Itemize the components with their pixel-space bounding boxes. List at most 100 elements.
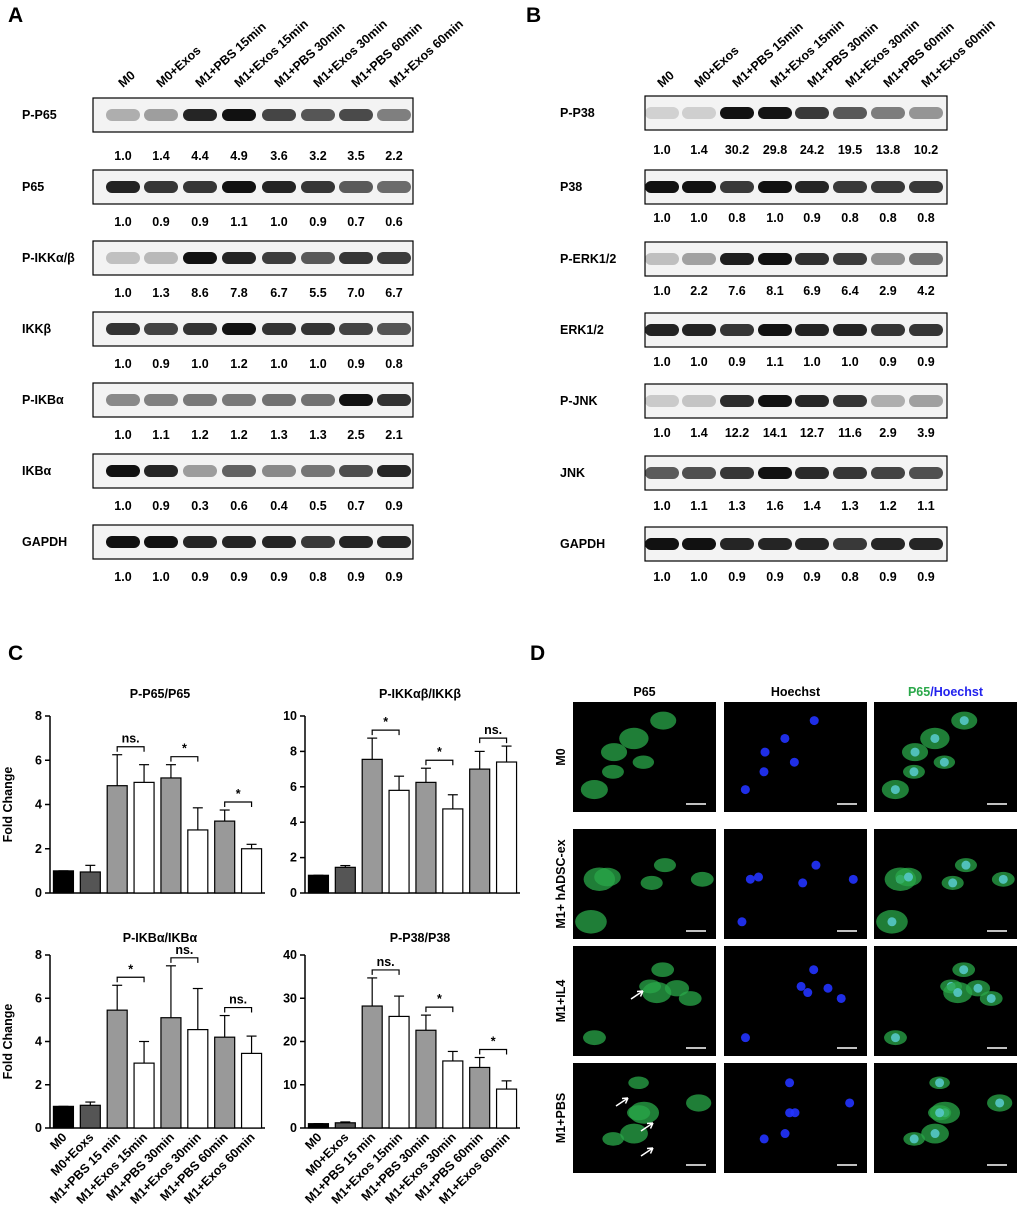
blot-band bbox=[262, 465, 296, 477]
quant-value: 3.6 bbox=[270, 149, 287, 163]
significance-label: ns. bbox=[175, 943, 193, 957]
quant-value: 0.9 bbox=[152, 215, 169, 229]
bar bbox=[495, 1088, 518, 1129]
blot-band bbox=[758, 538, 792, 550]
quant-value: 0.9 bbox=[766, 570, 783, 584]
significance-label: ns. bbox=[229, 993, 247, 1007]
blot-band bbox=[909, 395, 943, 407]
quant-value: 1.0 bbox=[841, 355, 858, 369]
y-axis-label: Fold Change bbox=[1, 767, 15, 843]
y-tick-label: 4 bbox=[35, 798, 42, 812]
micrograph bbox=[724, 829, 867, 939]
panel-label: D bbox=[530, 642, 545, 665]
blot-band bbox=[909, 253, 943, 265]
quant-value: 4.4 bbox=[191, 149, 208, 163]
nucleus bbox=[909, 1134, 919, 1144]
blot-band bbox=[909, 181, 943, 193]
quant-value: 1.4 bbox=[803, 499, 820, 513]
blot-band bbox=[871, 538, 905, 550]
quant-value: 0.9 bbox=[152, 357, 169, 371]
y-tick-label: 8 bbox=[35, 948, 42, 962]
x-tick-label: M0 bbox=[302, 1130, 324, 1152]
column-header: P65/Hoechst bbox=[908, 685, 984, 699]
blot-band bbox=[645, 107, 679, 119]
quant-value: 6.4 bbox=[841, 284, 858, 298]
blot-band bbox=[833, 253, 867, 265]
blot-band bbox=[682, 395, 716, 407]
chart-title: P-IKKαβ/IKKβ bbox=[379, 687, 461, 701]
nucleus bbox=[785, 1108, 795, 1118]
blot-band bbox=[106, 536, 140, 548]
blot-band bbox=[720, 467, 754, 479]
blot-band bbox=[339, 252, 373, 264]
quant-value: 0.9 bbox=[347, 357, 364, 371]
blot-band bbox=[795, 107, 829, 119]
blot-band bbox=[645, 253, 679, 265]
micrograph bbox=[724, 1063, 867, 1173]
quant-value: 19.5 bbox=[838, 143, 862, 157]
blot-band bbox=[262, 181, 296, 193]
y-tick-label: 10 bbox=[283, 709, 297, 723]
nucleus bbox=[887, 917, 897, 927]
blot-label: P65 bbox=[22, 180, 44, 194]
quant-value: 0.9 bbox=[309, 215, 326, 229]
nucleus bbox=[959, 716, 969, 726]
blot-band bbox=[106, 323, 140, 335]
blot-label: P-ERK1/2 bbox=[560, 252, 616, 266]
quant-value: 1.3 bbox=[841, 499, 858, 513]
y-tick-label: 40 bbox=[283, 948, 297, 962]
nucleus bbox=[890, 1033, 900, 1043]
blot-label: P-JNK bbox=[560, 394, 598, 408]
y-tick-label: 0 bbox=[35, 886, 42, 900]
cell bbox=[600, 743, 628, 762]
blot-band bbox=[795, 324, 829, 336]
blot-band bbox=[183, 465, 217, 477]
blot-band bbox=[758, 253, 792, 265]
cell bbox=[640, 875, 663, 890]
quant-value: 1.1 bbox=[917, 499, 934, 513]
bar bbox=[388, 789, 410, 894]
blot-label: JNK bbox=[560, 466, 585, 480]
quant-value: 1.0 bbox=[270, 215, 287, 229]
nucleus bbox=[890, 785, 900, 795]
y-tick-label: 8 bbox=[35, 709, 42, 723]
quant-value: 1.2 bbox=[230, 428, 247, 442]
quant-value: 2.9 bbox=[879, 284, 896, 298]
quant-value: 0.9 bbox=[917, 355, 934, 369]
quant-value: 1.2 bbox=[879, 499, 896, 513]
blot-band bbox=[795, 395, 829, 407]
blot-band bbox=[222, 323, 256, 335]
cell bbox=[690, 871, 714, 887]
y-tick-label: 0 bbox=[290, 1121, 297, 1135]
blot-band bbox=[833, 467, 867, 479]
row-label: M0 bbox=[554, 748, 568, 765]
y-axis-label: Fold Change bbox=[1, 1004, 15, 1080]
blot-band bbox=[682, 538, 716, 550]
column-header: P65 bbox=[633, 685, 655, 699]
nucleus bbox=[973, 983, 983, 993]
arrow bbox=[640, 1147, 654, 1157]
bar bbox=[469, 768, 491, 894]
blot-band bbox=[720, 538, 754, 550]
quant-value: 1.1 bbox=[230, 215, 247, 229]
quant-value: 4.9 bbox=[230, 149, 247, 163]
bar bbox=[361, 758, 383, 894]
quant-value: 1.0 bbox=[191, 357, 208, 371]
nucleus bbox=[935, 1108, 945, 1118]
blot-label: ERK1/2 bbox=[560, 323, 604, 337]
significance-label: * bbox=[437, 992, 442, 1006]
blot-band bbox=[339, 181, 373, 193]
blot-band bbox=[301, 394, 335, 406]
nucleus bbox=[930, 733, 940, 743]
cell bbox=[575, 909, 607, 934]
blot-band bbox=[909, 467, 943, 479]
nucleus bbox=[930, 1129, 940, 1139]
quant-value: 1.4 bbox=[690, 426, 707, 440]
nucleus bbox=[998, 874, 1008, 884]
quant-value: 6.7 bbox=[270, 286, 287, 300]
quant-value: 1.0 bbox=[653, 499, 670, 513]
quant-value: 7.6 bbox=[728, 284, 745, 298]
quant-value: 1.0 bbox=[114, 428, 131, 442]
quant-value: 0.9 bbox=[803, 211, 820, 225]
blot-band bbox=[377, 109, 411, 121]
